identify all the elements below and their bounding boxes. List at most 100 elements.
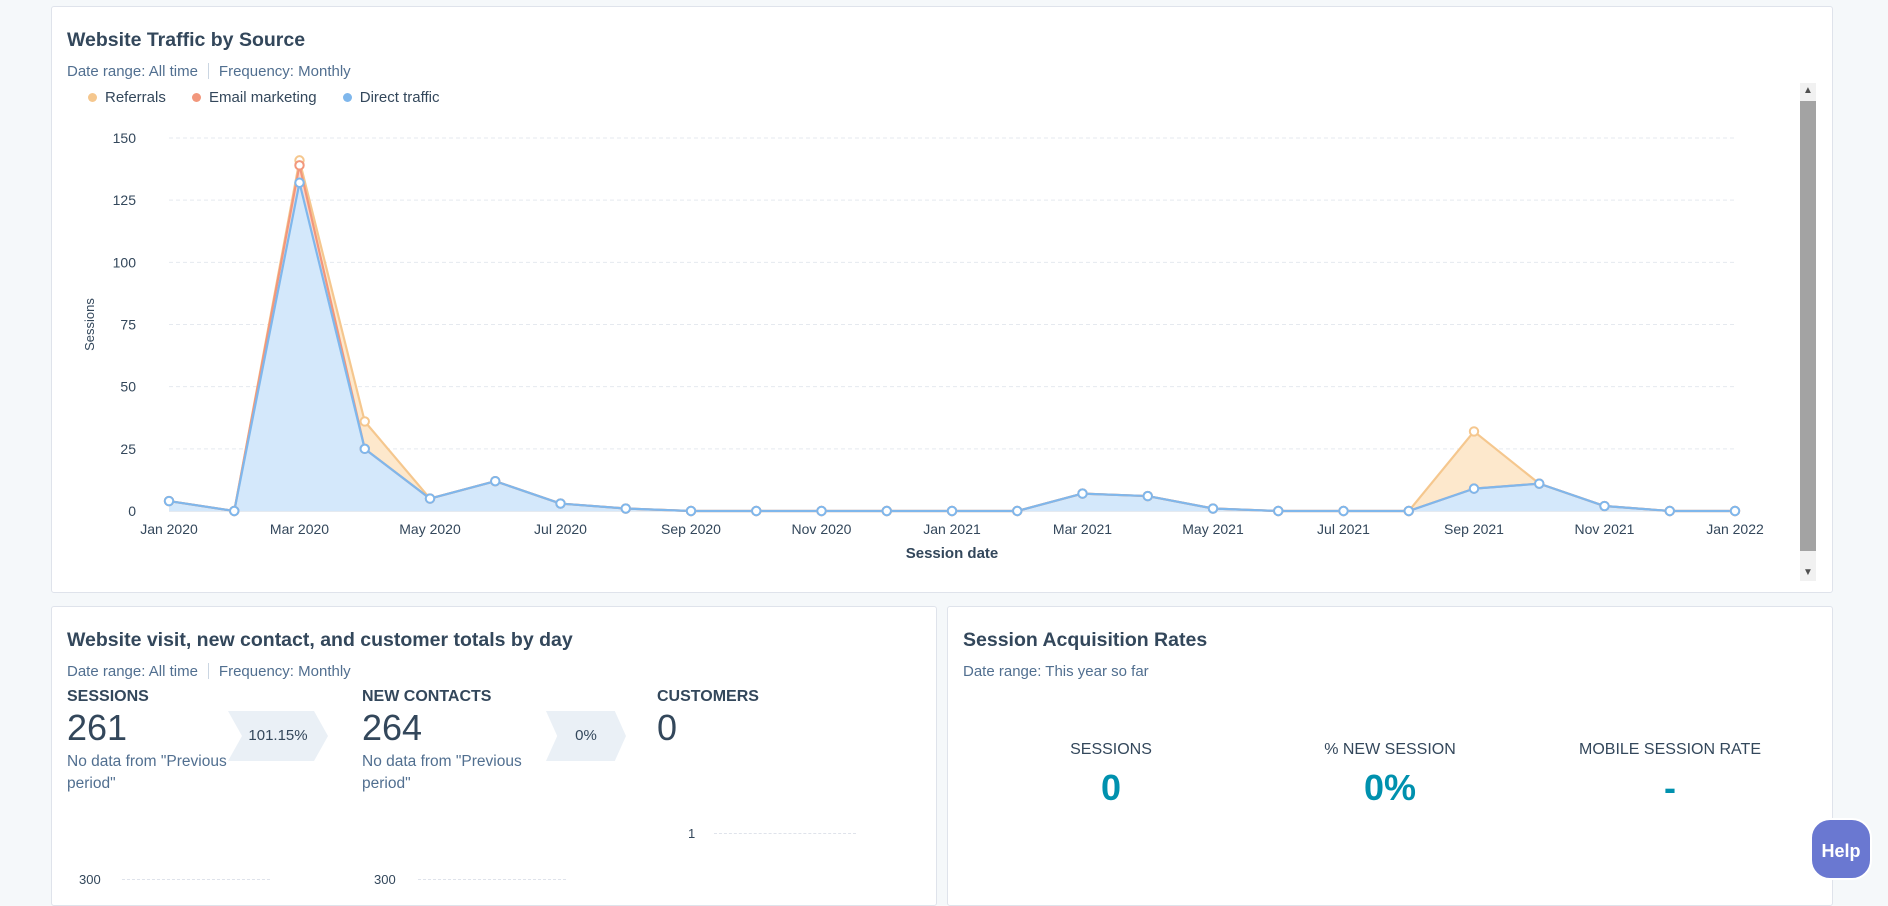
data-point-direct-traffic <box>229 505 240 517</box>
acquisition-card-title: Session Acquisition Rates <box>963 629 1208 651</box>
area-referrals <box>169 160 1735 511</box>
help-button[interactable]: Help <box>1810 818 1872 880</box>
sessions-to-contacts-rate: 101.15% <box>228 711 328 761</box>
data-point-direct-traffic <box>1468 483 1480 494</box>
meta-divider <box>207 663 209 679</box>
legend-item-direct-traffic[interactable]: Direct traffic <box>342 89 440 106</box>
customers-mini-tick: 1 <box>688 826 696 841</box>
new-contacts-value: 264 <box>362 707 423 748</box>
data-point-direct-traffic <box>946 505 958 517</box>
acquisition-card-meta: Date range: This year so far <box>963 663 1149 680</box>
customers-label: CUSTOMERS <box>657 688 759 705</box>
frequency-value: Monthly <box>298 63 351 80</box>
acq-metric-sessions: SESSIONS 0 <box>971 741 1251 809</box>
date-range-value: All time <box>148 663 198 680</box>
customers-value: 0 <box>657 707 678 748</box>
traffic-card: Website Traffic by Source Date range: Al… <box>51 6 1833 593</box>
x-tick-label: May 2021 <box>1182 521 1244 537</box>
data-point-direct-traffic <box>1207 503 1219 514</box>
scroll-down-arrow-icon[interactable]: ▼ <box>1803 567 1813 578</box>
legend-label-referrals: Referrals <box>105 89 166 106</box>
y-tick-label: 100 <box>113 254 137 270</box>
totals-card: Website visit, new contact, and customer… <box>51 606 937 906</box>
x-tick-label: Jan 2021 <box>923 521 981 537</box>
date-range-value: All time <box>148 63 198 80</box>
data-point-direct-traffic <box>816 505 827 517</box>
acq-sessions-value: 0 <box>1100 767 1122 808</box>
data-point-direct-traffic <box>881 505 892 517</box>
contacts-mini-gridline <box>418 879 566 880</box>
x-tick-label: Mar 2020 <box>270 521 329 537</box>
contacts-to-customers-rate: 0% <box>546 711 626 761</box>
y-tick-label: 25 <box>120 441 136 457</box>
area-direct-traffic <box>169 182 1735 511</box>
y-axis-title: Sessions <box>82 298 97 351</box>
data-point-referrals <box>1468 426 1480 437</box>
y-tick-label: 150 <box>113 130 137 146</box>
sessions-label: SESSIONS <box>67 688 149 705</box>
data-point-direct-traffic <box>490 475 501 487</box>
sessions-note: No data from "Previous period" <box>67 753 227 792</box>
data-point-direct-traffic <box>163 495 175 507</box>
date-range-label: Date range: <box>67 663 146 680</box>
legend-item-referrals[interactable]: Referrals <box>88 89 166 106</box>
frequency-label: Frequency: <box>218 63 294 80</box>
legend-dot-email-marketing <box>192 93 202 102</box>
x-tick-label: Jan 2020 <box>140 521 198 537</box>
contacts-mini-tick: 300 <box>374 872 396 887</box>
acquisition-card: Session Acquisition Rates Date range: Th… <box>947 606 1833 906</box>
x-tick-label: Sep 2021 <box>1444 521 1504 537</box>
frequency-label: Frequency: <box>218 663 294 680</box>
x-tick-label: Nov 2020 <box>792 521 852 537</box>
data-point-direct-traffic <box>294 177 305 188</box>
new-contacts-label: NEW CONTACTS <box>362 688 492 705</box>
x-tick-label: Sep 2020 <box>661 521 721 537</box>
x-axis-title: Session date <box>906 545 999 562</box>
date-range-label: Date range: <box>67 63 146 80</box>
legend-item-email-marketing[interactable]: Email marketing <box>192 89 317 106</box>
y-tick-label: 75 <box>120 317 136 333</box>
y-tick-label: 125 <box>113 192 137 208</box>
legend-label-direct-traffic: Direct traffic <box>359 89 440 106</box>
y-tick-label: 50 <box>120 379 136 395</box>
scrollbar-thumb[interactable] <box>1800 101 1816 551</box>
sessions-mini-gridline <box>122 879 270 880</box>
acq-new-session-label: % NEW SESSION <box>1324 741 1456 758</box>
data-point-direct-traffic <box>1664 505 1675 517</box>
x-tick-label: Mar 2021 <box>1053 521 1112 537</box>
legend-dot-referrals <box>88 93 97 102</box>
acq-metric-new-session: % NEW SESSION 0% <box>1250 741 1530 809</box>
data-point-direct-traffic <box>751 505 762 517</box>
chart-legend: Referrals Email marketing Direct traffic <box>88 89 462 106</box>
data-point-direct-traffic <box>1403 505 1414 517</box>
data-point-direct-traffic <box>1534 478 1545 489</box>
chart-scrollbar[interactable]: ▲ ▼ <box>1800 83 1816 581</box>
data-point-direct-traffic <box>555 498 566 509</box>
data-point-direct-traffic <box>1338 505 1349 517</box>
acq-mobile-rate-label: MOBILE SESSION RATE <box>1579 741 1761 758</box>
date-range-label: Date range: <box>963 663 1042 680</box>
data-point-email-marketing <box>294 160 305 171</box>
x-tick-label: Jan 2022 <box>1706 521 1764 537</box>
y-tick-label: 0 <box>128 503 136 519</box>
data-point-direct-traffic <box>1599 500 1610 512</box>
acq-mobile-rate-value: - <box>1664 767 1676 808</box>
scroll-up-arrow-icon[interactable]: ▲ <box>1803 85 1813 96</box>
totals-card-meta: Date range: All time Frequency: Monthly <box>67 663 351 680</box>
data-point-direct-traffic <box>1273 505 1284 517</box>
x-tick-label: May 2020 <box>399 521 461 537</box>
acq-metric-mobile-rate: MOBILE SESSION RATE - <box>1530 741 1810 809</box>
acq-new-session-value: 0% <box>1363 767 1417 808</box>
data-point-direct-traffic <box>1077 488 1088 499</box>
totals-card-title: Website visit, new contact, and customer… <box>67 629 573 651</box>
data-point-direct-traffic <box>620 503 631 514</box>
customers-mini-gridline <box>714 833 856 834</box>
data-point-referrals <box>359 416 370 427</box>
data-point-direct-traffic <box>1729 505 1741 517</box>
traffic-card-meta: Date range: All time Frequency: Monthly <box>67 63 351 80</box>
data-point-direct-traffic <box>359 443 370 455</box>
frequency-value: Monthly <box>298 663 351 680</box>
sessions-mini-tick: 300 <box>79 872 101 887</box>
traffic-chart: 0 25 50 75 100 125 150 Jan 2020 Mar 2020 May 2020… <box>82 130 1764 562</box>
data-point-direct-traffic <box>685 505 697 517</box>
